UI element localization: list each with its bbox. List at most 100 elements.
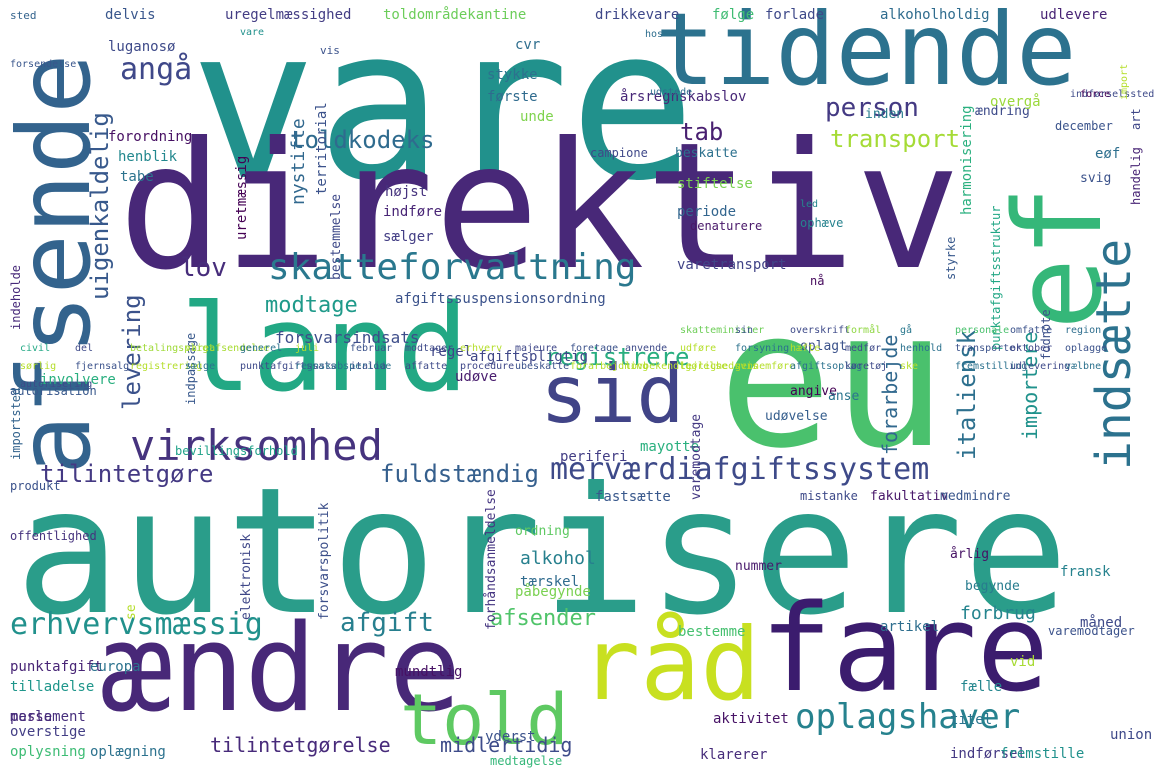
word-131: forhåndsanmeldelse (484, 489, 499, 630)
word-56: autorisation (10, 384, 97, 398)
word-46: sælger (383, 229, 434, 245)
word-184: punktafgiftssats (240, 361, 337, 372)
word-62: luganosø (108, 39, 176, 55)
word-145: hos (645, 29, 664, 40)
word-20: fuldstændig (380, 460, 539, 488)
word-133: ordning (515, 524, 570, 539)
word-41: territorial (314, 102, 330, 195)
word-52: afgiftspligtig (470, 349, 589, 365)
word-36: alkohol (520, 548, 596, 569)
word-7: tidende (655, 0, 1077, 108)
word-192: lejlighedsvis (680, 361, 759, 372)
word-129: oplægning (90, 744, 166, 760)
word-47: periode (677, 204, 737, 220)
word-102: varemodtager (1048, 624, 1135, 638)
word-82: svig (1080, 171, 1112, 186)
word-134: varemodtage (689, 413, 704, 500)
word-179: oplagge (1065, 343, 1108, 354)
word-122: punktafgift (10, 659, 103, 675)
word-81: overgå (990, 94, 1041, 110)
word-127: overstige (10, 724, 86, 740)
word-14: skatteforvaltning (268, 247, 637, 288)
word-19: registrere (545, 343, 690, 371)
word-106: påbegynde (515, 584, 591, 600)
word-105: tærskel (520, 574, 580, 590)
word-21: tilintetgøre (40, 460, 214, 488)
word-12: told (400, 679, 569, 761)
word-186: italia (350, 361, 387, 372)
word-190: forarbejdning (570, 361, 649, 372)
word-196: ske (900, 361, 919, 372)
word-132: forsvarspolitik (317, 502, 332, 620)
word-61: tabe (120, 169, 154, 185)
word-1: direktiv (118, 106, 961, 309)
word-111: bestemme (678, 624, 746, 640)
word-26: tab (680, 118, 724, 146)
word-45: indføre (383, 204, 443, 220)
word-166: februar (350, 343, 393, 354)
word-173: forsyning (735, 343, 790, 354)
word-188: procedure (460, 361, 515, 372)
word-3: eu (718, 269, 947, 490)
word-109: måned (1080, 615, 1123, 631)
word-152: skatteminister (680, 325, 765, 336)
word-69: alkoholholdig (880, 7, 990, 23)
word-169: majeure (515, 343, 558, 354)
word-195: køretøj (845, 361, 888, 372)
word-194: afgiftsoplag (790, 361, 863, 372)
word-167: modtager (405, 343, 454, 354)
word-27: lov (180, 253, 227, 283)
word-130: medtagelse (490, 754, 563, 768)
word-148: udstede (650, 87, 693, 98)
word-108: fransk (1060, 564, 1111, 580)
word-197: fremstilling (955, 361, 1028, 372)
word-67: følge (712, 7, 755, 23)
word-193: gennemføre (735, 361, 796, 372)
word-40: nystifte (288, 118, 309, 205)
word-119: vid (1010, 654, 1036, 670)
word-164: generel (240, 343, 283, 354)
word-112: fælle (960, 679, 1003, 695)
word-39: midlertidig (440, 733, 573, 757)
word-65: toldområdekantine (383, 7, 527, 23)
word-143: forsendelse (10, 59, 77, 70)
word-104: årlig (950, 547, 990, 562)
word-37: forbrug (960, 603, 1036, 624)
word-181: fjernsalg (75, 361, 130, 372)
word-32: forarbejde (878, 334, 902, 455)
word-172: udføre (680, 343, 717, 354)
word-137: offentlighed (10, 529, 97, 543)
word-96: periferi (560, 449, 628, 465)
word-5: fare (760, 580, 1049, 719)
word-124: tilladelse (10, 679, 95, 695)
word-76: campione (590, 146, 648, 160)
word-191: lovbekendtgørelse (625, 361, 728, 372)
word-88: styrke (944, 236, 958, 280)
word-176: henhold (900, 343, 943, 354)
word-156: gå (900, 325, 913, 336)
word-180: sørlig (20, 361, 57, 372)
word-63: delvis (105, 7, 156, 23)
word-78: inden (865, 107, 905, 122)
word-68: forlade (765, 7, 825, 23)
word-94: anse (828, 389, 860, 404)
word-158: omfatte (1010, 325, 1053, 336)
word-139: indeholde (9, 264, 23, 330)
word-79: december (1055, 119, 1113, 133)
word-87: nå (810, 274, 825, 288)
word-174: hæfte (790, 343, 821, 354)
word-161: del (75, 343, 94, 354)
word-49: stiftelse (677, 176, 753, 192)
word-159: region (1065, 325, 1102, 336)
word-43: bestemmelse (329, 193, 344, 280)
word-77: beskatte (675, 146, 738, 161)
word-89: harmonisering (959, 105, 975, 215)
word-116: indførsel (950, 746, 1026, 762)
word-149: indførselssted (1070, 89, 1155, 100)
word-22: modtage (265, 293, 358, 318)
word-60: henblik (118, 149, 178, 165)
word-99: mistanke (800, 489, 858, 503)
word-10: sid (540, 348, 685, 441)
word-120: yderst (485, 729, 536, 745)
word-118: union (1110, 727, 1153, 743)
